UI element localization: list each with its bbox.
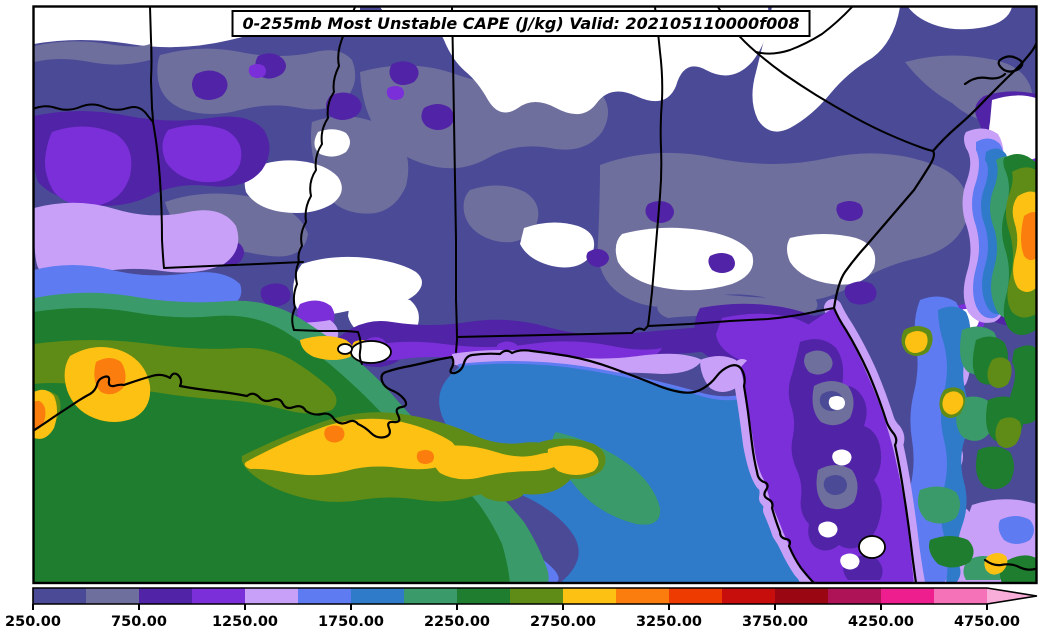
lake-pontchartrain bbox=[350, 340, 392, 364]
colorbar-segment bbox=[775, 588, 828, 604]
colorbar-segment bbox=[828, 588, 881, 604]
colorbar-segment bbox=[33, 588, 86, 604]
colorbar-ticks bbox=[32, 604, 988, 610]
colorbar-segments bbox=[33, 588, 1037, 604]
colorbar-tick-label: 2250.00 bbox=[424, 614, 490, 630]
florida-keys bbox=[983, 558, 1036, 571]
colorbar-segment bbox=[404, 588, 457, 604]
colorbar-segment bbox=[881, 588, 934, 604]
colorbar-extend-arrow bbox=[987, 588, 1037, 604]
colorbar-tick-label: 750.00 bbox=[111, 614, 167, 630]
colorbar-segment bbox=[298, 588, 351, 604]
colorbar-tick-label: 3750.00 bbox=[742, 614, 808, 630]
florida-white-holes bbox=[818, 396, 860, 570]
barrier-islands bbox=[963, 55, 1024, 86]
colorbar-tick-label: 1750.00 bbox=[318, 614, 384, 630]
colorbar-tick-labels: 250.00 750.00 1250.00 1750.00 2250.00 27… bbox=[5, 614, 1020, 630]
colorbar-tick-label: 4750.00 bbox=[954, 614, 1020, 630]
map-border bbox=[32, 5, 1038, 585]
colorbar-segment bbox=[510, 588, 563, 604]
colorbar-segment bbox=[934, 588, 987, 604]
colorbar-tick-label: 3250.00 bbox=[636, 614, 702, 630]
title-box: 0-255mb Most Unstable CAPE (J/kg) Valid:… bbox=[231, 10, 811, 37]
colorbar-segment bbox=[351, 588, 404, 604]
colorbar-outline bbox=[32, 587, 1038, 605]
colorbar-segment bbox=[722, 588, 775, 604]
colorbar: 250.00 750.00 1250.00 1750.00 2250.00 27… bbox=[5, 587, 1038, 630]
cape-contour-map bbox=[34, 7, 1036, 583]
colorbar-segment bbox=[86, 588, 139, 604]
colorbar-segment bbox=[669, 588, 722, 604]
colorbar-segment bbox=[192, 588, 245, 604]
colorbar-segment bbox=[563, 588, 616, 604]
colorbar-tick-label: 250.00 bbox=[5, 614, 61, 630]
colorbar-tick-label: 1250.00 bbox=[212, 614, 278, 630]
colorbar-segment bbox=[245, 588, 298, 604]
colorbar-segment bbox=[139, 588, 192, 604]
colorbar-tick-label: 4250.00 bbox=[848, 614, 914, 630]
plot-title: 0-255mb Most Unstable CAPE (J/kg) Valid:… bbox=[242, 14, 800, 33]
colorbar-segment bbox=[616, 588, 669, 604]
lake-okeechobee bbox=[858, 535, 886, 559]
lake-maurepas bbox=[337, 343, 353, 355]
coastline bbox=[34, 42, 1036, 583]
colorbar-segment bbox=[457, 588, 510, 604]
colorbar-tick-label: 2750.00 bbox=[530, 614, 596, 630]
